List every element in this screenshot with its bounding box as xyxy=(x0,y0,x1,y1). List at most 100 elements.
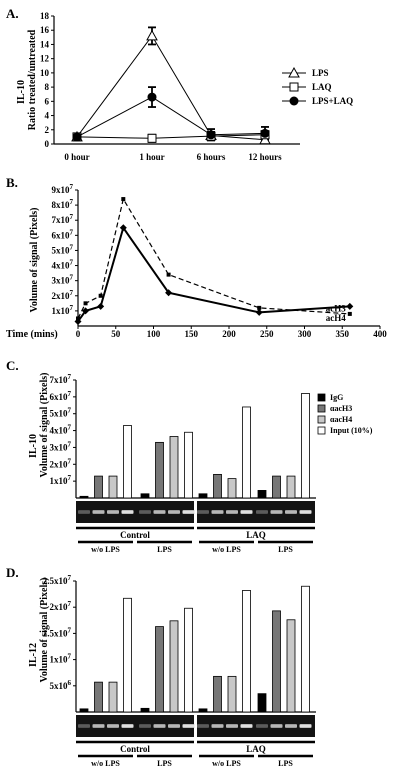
panel-b-ytick-label: 5x107 xyxy=(52,243,74,255)
panel-c-bar xyxy=(140,493,150,499)
panel-c-ytick-label: 5x107 xyxy=(50,407,72,419)
panel-d-bar xyxy=(272,610,281,713)
panel-b-ytick-label: 1x107 xyxy=(52,304,74,316)
panel-b-data-point xyxy=(346,302,354,310)
panel-a-ytick-label: 8 xyxy=(45,82,50,92)
panel-c-ylabel-top: IL-10 xyxy=(28,434,39,458)
panel-b-data-point xyxy=(255,308,263,316)
panel-d-bar xyxy=(213,675,222,713)
panel-a-xtick-label: 12 hours xyxy=(248,152,282,162)
panel-c-treatment-label: LAQ xyxy=(246,530,266,540)
panel-c-ytick-label: 2x107 xyxy=(50,457,72,469)
panel-d-ylabel: Volume of signal (Pixels) xyxy=(39,578,50,683)
panel-b-xtick-label: 50 xyxy=(111,329,121,339)
panel-c-gel-band xyxy=(256,510,268,514)
panel-d-letter: D. xyxy=(6,565,19,580)
panel-c-gel-band xyxy=(78,510,90,514)
panel-a-series-line xyxy=(76,134,266,139)
panel-c-gel-band xyxy=(139,510,151,514)
panel-b-data-point xyxy=(121,197,126,202)
panel-b-series-label: acH3 xyxy=(326,303,346,313)
panel-d-ytick-label: 2.5x107 xyxy=(43,574,72,586)
panel-d-bar xyxy=(198,708,208,713)
panel-c-legend-label: αacH4 xyxy=(330,415,352,424)
panel-d-gel-band xyxy=(182,724,195,728)
panel-b-xtick-label: 250 xyxy=(260,329,274,339)
panel-a-data-point xyxy=(146,29,158,41)
panel-a-data-point xyxy=(147,92,157,102)
panel-a-series-line xyxy=(76,96,266,138)
panel-b-series-line xyxy=(77,197,350,319)
panel-c-bar xyxy=(184,431,193,499)
panel-c-legend-swatch xyxy=(317,415,326,424)
panel-d-gel-strip xyxy=(76,715,194,737)
panel-d-gel-band xyxy=(285,724,297,728)
panel-d-ylabel-top: IL-12 xyxy=(28,643,39,667)
panel-c-gel-band xyxy=(153,510,166,514)
panel-a-ytick-label: 18 xyxy=(40,11,50,21)
panel-d-chart: IL-12 Volume of signal (Pixels) 5x106 1x1… xyxy=(28,574,316,768)
panel-a-chart: IL-10 Ratio treated/untreated 0 2 4 6 8 10 12 1… xyxy=(16,11,353,162)
panel-d-bar xyxy=(79,708,89,713)
panel-d-treatment-label: LAQ xyxy=(246,744,266,754)
panel-c-ytick-label: 4x107 xyxy=(50,424,72,436)
panel-d-gel-band xyxy=(211,724,224,728)
panel-a-ytick-label: 2 xyxy=(45,125,50,135)
panel-d-bar xyxy=(257,693,267,713)
panel-d-ytick-label: 5x106 xyxy=(50,679,72,691)
panel-c-condition-label: LPS xyxy=(157,545,172,554)
panel-c-bar xyxy=(301,393,310,499)
panel-c-gel-strip xyxy=(76,501,194,523)
panel-c-legend-label: αacH3 xyxy=(330,404,352,413)
panel-c-bar xyxy=(169,436,179,499)
panel-b-xtick-label: 100 xyxy=(147,329,161,339)
panel-a-legend-marker xyxy=(289,96,299,106)
panel-d-treatment-label: Control xyxy=(120,744,150,754)
panel-a-data-point xyxy=(147,133,157,143)
panel-a-xtick-label: 0 hour xyxy=(64,152,89,162)
panel-d-gel-band xyxy=(299,724,312,728)
panel-b-data-point xyxy=(347,311,352,316)
panel-d-gel-band xyxy=(107,724,119,728)
panel-a-ytick-label: 6 xyxy=(45,96,50,106)
panel-d-ytick-label: 1.5x107 xyxy=(43,626,72,638)
panel-c-condition-label: w/o LPS xyxy=(212,545,241,554)
panel-a-letter: A. xyxy=(6,6,19,21)
panel-c-ytick-label: 7x107 xyxy=(50,373,72,385)
panel-c-gel-band xyxy=(226,510,238,514)
panel-c-gel-band xyxy=(299,510,312,514)
panel-a-series-line xyxy=(76,35,266,141)
panel-d-bar xyxy=(123,597,132,713)
panel-b-chart: Volume of signal (Pixels) Time (mins) 1x… xyxy=(6,183,387,340)
panel-a-legend-marker xyxy=(289,82,299,92)
panel-b-xtick-label: 150 xyxy=(185,329,199,339)
panel-b-data-point xyxy=(97,302,105,310)
panel-d-gel-band xyxy=(121,724,134,728)
panel-d-bar xyxy=(155,626,164,713)
panel-c-gel-band xyxy=(182,510,195,514)
panel-b-data-point xyxy=(76,316,80,321)
panel-c-gel-band xyxy=(121,510,134,514)
panel-b-data-point xyxy=(257,305,262,310)
panel-b-xtick-label: 200 xyxy=(222,329,236,339)
panel-b-ytick-label: 2x107 xyxy=(52,289,74,301)
panel-a-ytick-label: 16 xyxy=(40,25,50,35)
panel-d-condition-label: w/o LPS xyxy=(91,759,120,768)
panel-c-ytick-label: 3x107 xyxy=(50,440,72,452)
panel-a-data-point xyxy=(206,130,216,140)
panel-d-gel-band xyxy=(256,724,268,728)
panel-b-data-point xyxy=(165,289,173,297)
panel-c-bar xyxy=(94,475,103,499)
panel-a-ytick-label: 10 xyxy=(40,68,50,78)
panel-b-xtick-label: 0 xyxy=(76,329,81,339)
panel-c-bar xyxy=(123,425,132,499)
panel-d-ytick-label: 2x107 xyxy=(50,600,72,612)
panel-d-bar xyxy=(242,590,251,713)
panel-c-bar xyxy=(155,441,164,499)
panel-c-gel-band xyxy=(168,510,180,514)
panel-b-data-point xyxy=(98,293,103,298)
panel-c-legend-swatch xyxy=(317,393,326,402)
panel-d-condition-label: w/o LPS xyxy=(212,759,241,768)
panel-d-gel-band xyxy=(197,724,209,728)
